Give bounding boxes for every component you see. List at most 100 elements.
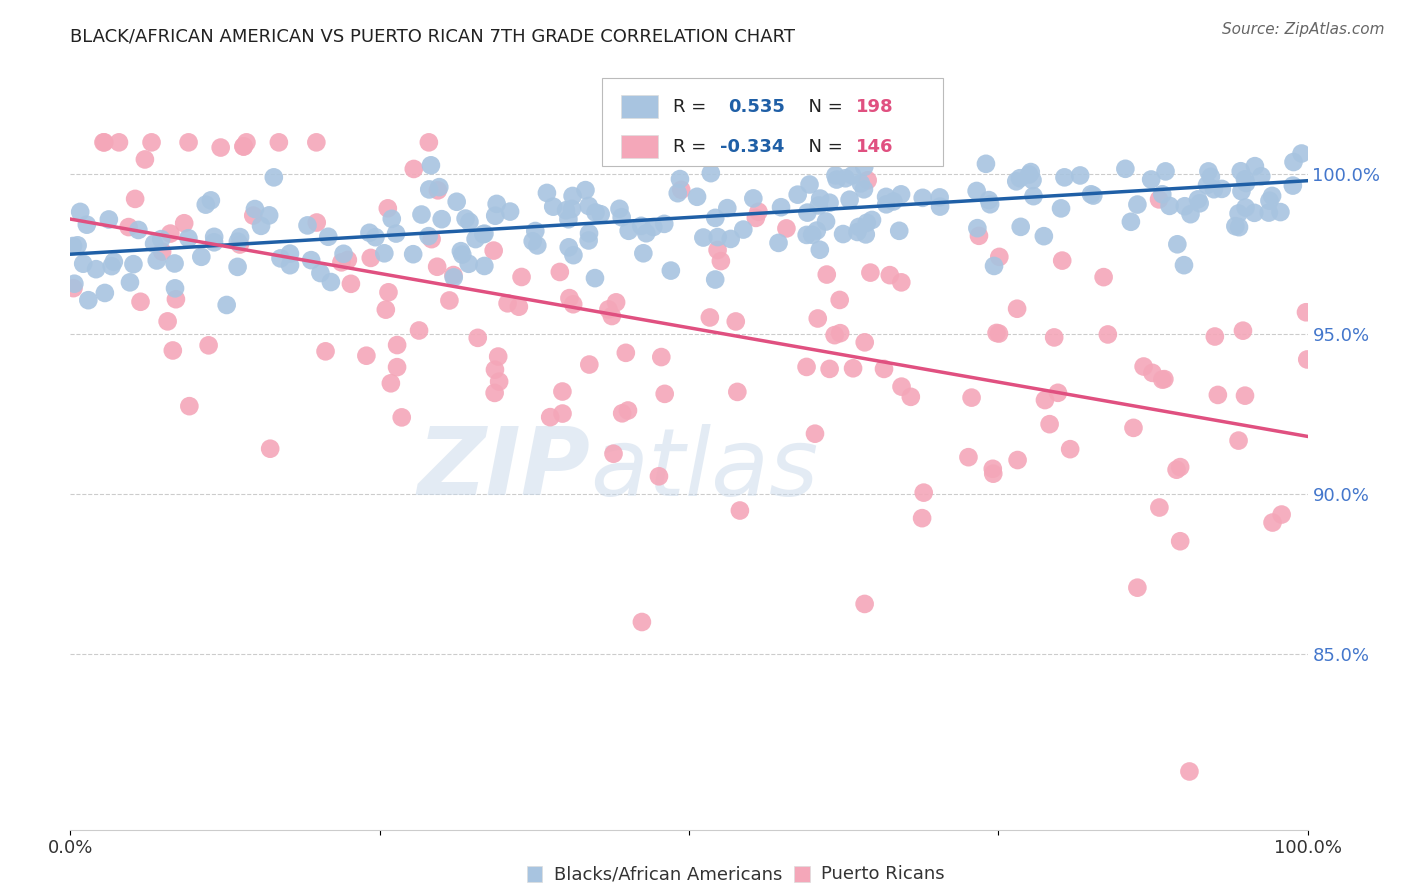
- Point: [830, 326, 852, 341]
- Point: [377, 202, 399, 216]
- Point: [72, 257, 94, 271]
- Point: [156, 314, 179, 328]
- Point: [911, 191, 934, 205]
- Point: [832, 227, 855, 241]
- Point: [875, 190, 897, 204]
- Point: [526, 238, 548, 252]
- Point: [1152, 187, 1174, 202]
- Point: [118, 276, 141, 290]
- Point: [548, 265, 571, 279]
- Point: [150, 244, 173, 259]
- Point: [364, 230, 387, 244]
- Point: [578, 227, 600, 241]
- Point: [1126, 581, 1149, 595]
- Point: [1295, 305, 1317, 319]
- Point: [728, 503, 751, 517]
- Point: [443, 270, 465, 285]
- Point: [600, 309, 623, 323]
- Point: [359, 226, 381, 240]
- Point: [636, 226, 658, 240]
- Point: [1033, 392, 1056, 407]
- Text: ZIP: ZIP: [418, 423, 591, 515]
- Point: [853, 335, 876, 350]
- Point: [775, 221, 797, 235]
- Point: [457, 257, 479, 271]
- Point: [1243, 206, 1265, 220]
- Point: [1174, 199, 1197, 213]
- Point: [377, 285, 399, 300]
- Point: [562, 297, 585, 311]
- Text: R =: R =: [673, 138, 711, 156]
- Point: [1147, 193, 1170, 207]
- Point: [472, 227, 495, 242]
- Point: [1258, 194, 1281, 208]
- Point: [319, 275, 342, 289]
- Point: [643, 220, 665, 235]
- Point: [63, 277, 86, 291]
- Point: [508, 300, 530, 314]
- Point: [801, 227, 824, 242]
- Point: [1204, 329, 1226, 343]
- Point: [1227, 220, 1250, 235]
- Point: [1227, 434, 1250, 448]
- Point: [574, 183, 596, 197]
- Point: [496, 296, 519, 310]
- Point: [699, 310, 721, 325]
- Point: [659, 263, 682, 277]
- Point: [855, 216, 877, 230]
- Point: [97, 212, 120, 227]
- Point: [666, 186, 689, 201]
- Point: [360, 251, 382, 265]
- Point: [879, 268, 901, 282]
- Point: [609, 202, 631, 216]
- Point: [686, 190, 709, 204]
- Point: [93, 136, 115, 150]
- Point: [229, 237, 252, 252]
- Point: [724, 314, 747, 328]
- Point: [190, 250, 212, 264]
- Text: Source: ZipAtlas.com: Source: ZipAtlas.com: [1222, 22, 1385, 37]
- Point: [305, 215, 328, 229]
- Point: [1159, 199, 1181, 213]
- Point: [427, 180, 450, 194]
- Point: [733, 222, 755, 236]
- Point: [316, 229, 339, 244]
- Point: [77, 293, 100, 308]
- Text: N =: N =: [797, 98, 848, 116]
- Point: [103, 254, 125, 268]
- Point: [1197, 164, 1219, 178]
- Point: [928, 190, 950, 204]
- Point: [1126, 197, 1149, 211]
- Point: [824, 169, 846, 183]
- Point: [340, 277, 363, 291]
- Point: [373, 246, 395, 260]
- Point: [356, 349, 378, 363]
- Point: [1122, 421, 1144, 435]
- Point: [134, 153, 156, 167]
- Point: [873, 362, 896, 376]
- Point: [1069, 169, 1091, 183]
- Point: [257, 208, 280, 222]
- Point: [1008, 171, 1031, 186]
- Point: [710, 254, 733, 268]
- Point: [1282, 155, 1305, 169]
- Point: [93, 136, 115, 150]
- Point: [522, 234, 544, 248]
- Point: [94, 285, 117, 300]
- Point: [499, 204, 522, 219]
- Point: [725, 384, 748, 399]
- Point: [1257, 205, 1279, 219]
- Point: [194, 197, 217, 211]
- Point: [1291, 146, 1313, 161]
- Point: [538, 410, 561, 425]
- Point: [652, 217, 675, 231]
- Point: [159, 227, 181, 241]
- Point: [654, 387, 676, 401]
- Point: [418, 182, 440, 196]
- Point: [441, 268, 464, 282]
- Point: [929, 200, 952, 214]
- Point: [197, 338, 219, 352]
- Point: [84, 262, 107, 277]
- Point: [1270, 205, 1292, 219]
- Point: [1050, 202, 1073, 216]
